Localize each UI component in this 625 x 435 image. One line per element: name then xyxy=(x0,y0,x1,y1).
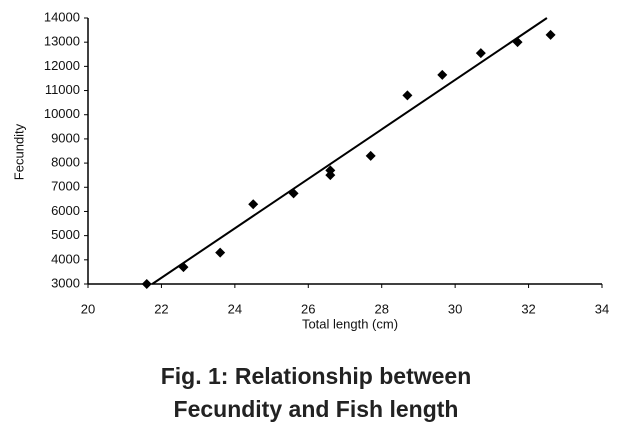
x-tick-label: 24 xyxy=(228,301,242,316)
y-tick-label: 4000 xyxy=(51,251,80,266)
x-axis-label: Total length (cm) xyxy=(302,316,398,331)
point xyxy=(178,262,189,273)
x-tick-label: 30 xyxy=(448,301,462,316)
point xyxy=(365,150,376,161)
point xyxy=(141,279,152,289)
x-tick-label: 22 xyxy=(154,301,168,316)
y-tick-label: 10000 xyxy=(44,106,80,121)
point xyxy=(437,69,448,80)
x-tick-label: 28 xyxy=(374,301,388,316)
y-tick-label: 8000 xyxy=(51,155,80,170)
y-tick-label: 5000 xyxy=(51,227,80,242)
y-tick-label: 12000 xyxy=(44,58,80,73)
point xyxy=(215,247,226,258)
point xyxy=(248,199,259,210)
point xyxy=(402,90,413,101)
point xyxy=(288,188,299,199)
caption: Fecundity and Fish length xyxy=(174,396,459,422)
point xyxy=(475,48,486,59)
y-tick-label: 7000 xyxy=(51,179,80,194)
y-tick-label: 9000 xyxy=(51,130,80,145)
trend-line xyxy=(151,17,548,285)
point xyxy=(512,37,523,48)
caption: Fig. 1: Relationship between xyxy=(161,363,472,389)
x-tick-label: 20 xyxy=(81,301,95,316)
point xyxy=(325,170,336,181)
point xyxy=(545,29,556,40)
y-tick-label: 13000 xyxy=(44,34,80,49)
x-tick-label: 26 xyxy=(301,301,315,316)
x-tick-label: 32 xyxy=(521,301,535,316)
y-tick-label: 6000 xyxy=(51,203,80,218)
y-tick-label: 14000 xyxy=(44,9,80,24)
y-axis-label: Fecundity xyxy=(11,123,26,180)
y-tick-label: 11000 xyxy=(45,82,80,97)
x-tick-label: 34 xyxy=(595,301,609,316)
y-tick-label: 3000 xyxy=(51,275,80,290)
